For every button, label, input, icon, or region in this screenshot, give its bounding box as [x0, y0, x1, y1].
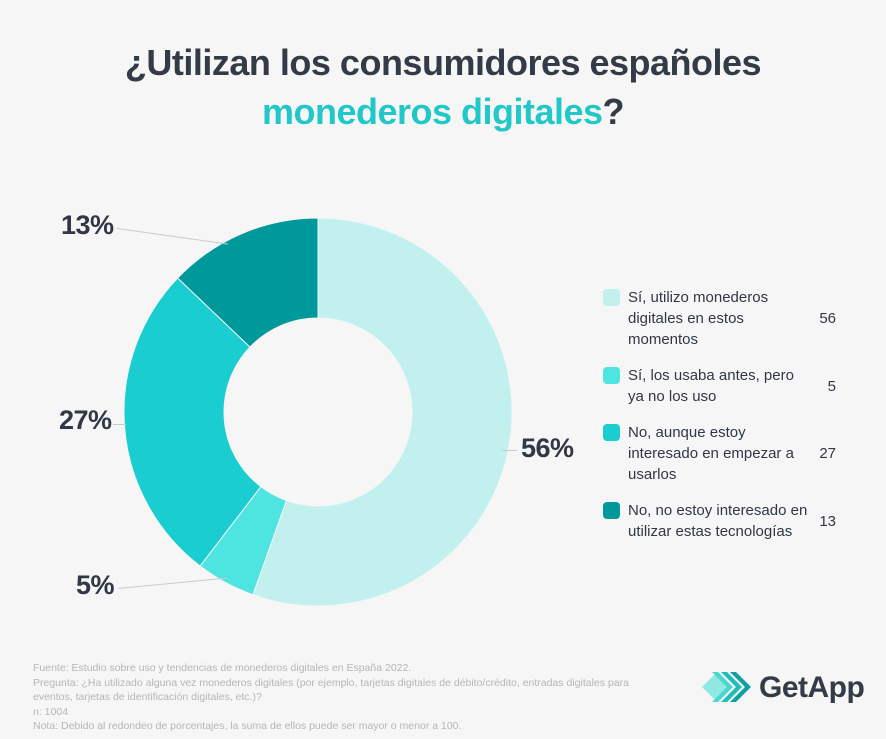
footer-question-line-2: eventos, tarjetas de identificación digi…	[33, 691, 262, 703]
legend-swatch-icon	[603, 502, 620, 519]
legend-value: 56	[819, 310, 836, 327]
chart-legend: Sí, utilizo monederos digitales en estos…	[603, 287, 836, 542]
legend-value: 27	[819, 445, 836, 462]
getapp-logo: GetApp	[702, 665, 865, 710]
footer-sample-size: n: 1004	[33, 705, 69, 718]
legend-swatch-icon	[603, 289, 620, 306]
legend-label: No, no estoy interesado en utilizar esta…	[628, 502, 808, 540]
legend-item-1: Sí, los usaba antes, pero ya no los uso …	[603, 365, 836, 407]
legend-item-0: Sí, utilizo monederos digitales en estos…	[603, 287, 836, 350]
donut-segment-2	[123, 277, 262, 567]
callout-label-56: 56%	[521, 433, 574, 463]
getapp-logo-text: GetApp	[759, 670, 865, 704]
legend-value: 13	[819, 512, 836, 530]
leader-line-27	[113, 424, 126, 425]
leader-line-56	[502, 450, 517, 451]
footer-notes: Fuente: Estudio sobre uso y tendencias d…	[33, 661, 629, 734]
callout-label-5: 5%	[76, 570, 115, 600]
footer-question-line-1: Pregunta: ¿Ha utilizado alguna vez moned…	[33, 676, 629, 689]
legend-item-2: No, aunque estoy interesado en empezar a…	[603, 422, 836, 485]
page-title: ¿Utilizan los consumidores españoles mon…	[0, 38, 886, 136]
callout-label-27: 27%	[59, 405, 112, 435]
legend-value: 5	[827, 377, 836, 395]
legend-label: Sí, utilizo monederos digitales en estos…	[628, 289, 769, 348]
footer-rounding-note: Nota: Debido al redondeo de porcentajes,…	[33, 720, 462, 732]
getapp-logo-icon	[702, 672, 751, 702]
title-line-1: ¿Utilizan los consumidores españoles	[124, 42, 762, 83]
footer-source-line: Fuente: Estudio sobre uso y tendencias d…	[33, 662, 412, 674]
legend-swatch-icon	[603, 367, 620, 384]
legend-item-3: No, no estoy interesado en utilizar esta…	[603, 500, 836, 542]
title-question-mark: ?	[602, 91, 625, 132]
title-highlight: monederos digitales	[261, 91, 603, 132]
callout-label-13: 13%	[61, 210, 114, 240]
legend-label: Sí, los usaba antes, pero ya no los uso	[628, 367, 794, 405]
title-line-2: monederos digitales?	[0, 87, 886, 136]
donut-segment-3	[176, 217, 319, 348]
legend-label: No, aunque estoy interesado en empezar a…	[628, 424, 794, 483]
donut-segment-0	[252, 217, 513, 607]
legend-swatch-icon	[603, 424, 620, 441]
donut-chart	[123, 217, 513, 607]
